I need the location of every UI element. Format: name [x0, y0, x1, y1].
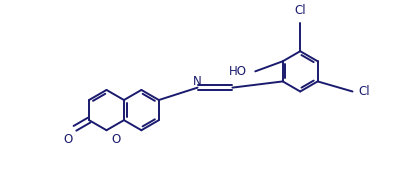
Text: Cl: Cl	[294, 4, 306, 17]
Text: N: N	[193, 74, 202, 88]
Text: O: O	[63, 133, 73, 146]
Text: HO: HO	[229, 65, 247, 78]
Text: Cl: Cl	[358, 85, 370, 98]
Text: O: O	[111, 133, 120, 146]
